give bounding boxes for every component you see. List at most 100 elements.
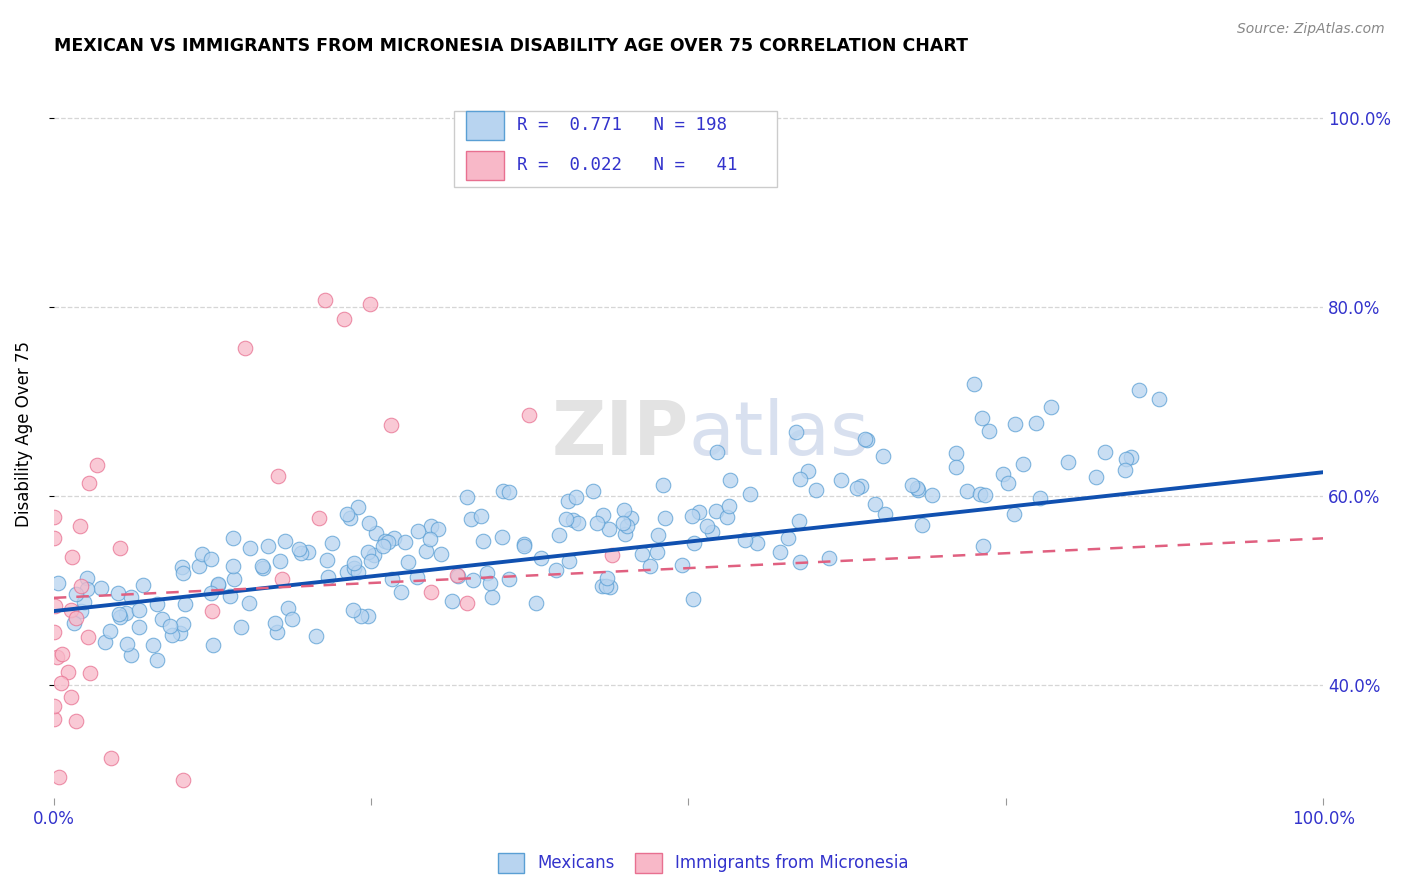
Point — [567, 516, 589, 530]
Point — [115, 637, 138, 651]
Point — [969, 487, 991, 501]
Point — [716, 510, 738, 524]
Point — [997, 475, 1019, 490]
Point — [681, 509, 703, 524]
Point — [42, 712, 65, 726]
Point — [250, 558, 273, 573]
Point — [219, 589, 242, 603]
Point — [769, 545, 792, 559]
Point — [776, 531, 799, 545]
Point — [98, 624, 121, 639]
Point — [150, 612, 173, 626]
Point — [600, 549, 623, 563]
Point — [173, 598, 195, 612]
Point — [48, 771, 70, 785]
Point — [366, 525, 388, 540]
Point — [734, 533, 756, 547]
Point — [266, 624, 288, 639]
Point — [863, 497, 886, 511]
Point — [65, 587, 87, 601]
Point — [315, 553, 337, 567]
Point — [429, 547, 451, 561]
Point — [172, 617, 194, 632]
Point — [785, 425, 807, 439]
Point — [363, 549, 385, 563]
Point — [1115, 452, 1137, 467]
Point — [59, 603, 82, 617]
Point — [359, 297, 381, 311]
Point — [207, 577, 229, 591]
Point — [357, 608, 380, 623]
Point — [582, 483, 605, 498]
Point — [789, 555, 811, 569]
Point — [357, 545, 380, 559]
Point — [169, 625, 191, 640]
Point — [513, 536, 536, 550]
Point — [620, 511, 643, 525]
Point — [380, 418, 402, 433]
Point — [456, 490, 478, 504]
Point — [479, 575, 502, 590]
Point — [1128, 384, 1150, 398]
Point — [991, 467, 1014, 482]
Point — [69, 519, 91, 533]
Point — [565, 490, 588, 504]
Point — [200, 586, 222, 600]
Point — [595, 579, 617, 593]
Point — [252, 560, 274, 574]
Point — [1084, 470, 1107, 484]
FancyBboxPatch shape — [454, 111, 778, 187]
Point — [683, 536, 706, 550]
Point — [517, 408, 540, 422]
Point — [405, 570, 427, 584]
Point — [297, 545, 319, 559]
Point — [446, 568, 468, 582]
Point — [849, 479, 872, 493]
Point — [875, 507, 897, 521]
Point — [596, 571, 619, 585]
Point — [963, 377, 986, 392]
Point — [274, 533, 297, 548]
Point — [73, 595, 96, 609]
Point — [79, 666, 101, 681]
Point — [200, 552, 222, 566]
Point — [394, 534, 416, 549]
Point — [475, 566, 498, 580]
Point — [872, 449, 894, 463]
Point — [530, 550, 553, 565]
Point — [654, 511, 676, 525]
Point — [59, 690, 82, 705]
Point — [321, 536, 343, 550]
FancyBboxPatch shape — [467, 111, 505, 140]
Point — [62, 615, 84, 630]
Point — [207, 577, 229, 591]
Point — [700, 525, 723, 540]
Point — [271, 863, 294, 877]
Point — [498, 485, 520, 500]
Point — [77, 476, 100, 491]
Point — [396, 555, 419, 569]
Point — [418, 533, 440, 547]
Point — [647, 528, 669, 542]
Point — [613, 503, 636, 517]
Point — [347, 565, 370, 579]
Point — [51, 647, 73, 661]
Point — [955, 484, 977, 499]
Point — [806, 483, 828, 497]
Point — [419, 519, 441, 533]
Point — [132, 578, 155, 592]
Point — [481, 590, 503, 604]
Point — [1114, 463, 1136, 477]
Point — [42, 698, 65, 713]
Point — [108, 541, 131, 555]
Point — [498, 572, 520, 586]
Point — [336, 565, 359, 579]
Point — [830, 473, 852, 487]
Point — [93, 634, 115, 648]
Point — [347, 500, 370, 514]
Point — [77, 631, 100, 645]
Point — [287, 542, 309, 557]
Point — [128, 620, 150, 634]
Point — [389, 585, 412, 599]
Point — [598, 522, 620, 536]
